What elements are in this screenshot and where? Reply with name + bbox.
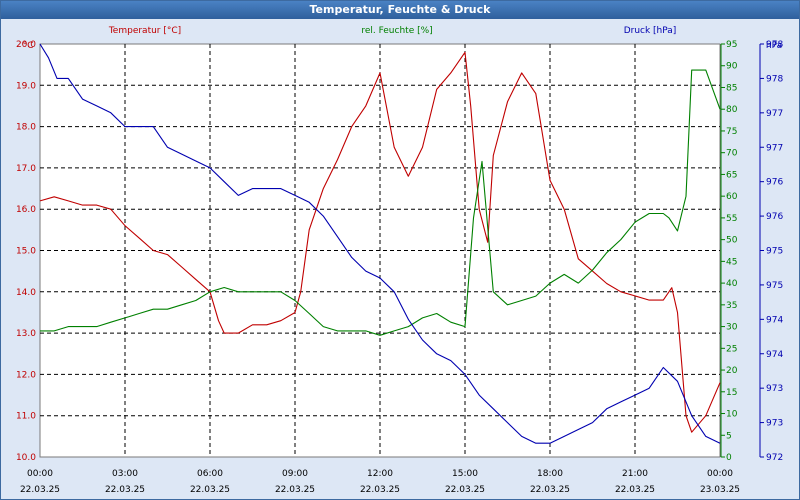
humidity-axis-title: rel. Feuchte [%] <box>361 26 432 36</box>
temperature-tick-label: 13.0 <box>16 329 36 339</box>
pressure-axis-title: Druck [hPa] <box>624 26 677 36</box>
pressure-tick-label: 974 <box>766 315 783 325</box>
x-tick-time: 00:00 <box>707 469 733 479</box>
pressure-tick-label: 976 <box>766 178 783 188</box>
humidity-tick-label: 60 <box>726 192 738 202</box>
temperature-tick-label: 11.0 <box>16 412 36 422</box>
pressure-tick-label: 975 <box>766 281 783 291</box>
pressure-tick-label: 978 <box>766 74 783 84</box>
pressure-tick-label: 972 <box>766 453 783 463</box>
x-tick-date: 22.03.25 <box>105 485 145 495</box>
temperature-tick-label: 20.0 <box>16 40 36 50</box>
humidity-tick-label: 30 <box>726 323 738 333</box>
temperature-tick-label: 10.0 <box>16 453 36 463</box>
grid <box>40 44 720 457</box>
temperature-tick-label: 14.0 <box>16 288 36 298</box>
x-tick-time: 15:00 <box>452 469 478 479</box>
x-tick-time: 12:00 <box>367 469 393 479</box>
humidity-tick-label: 20 <box>726 366 738 376</box>
temperature-tick-label: 16.0 <box>16 205 36 215</box>
temperature-tick-label: 12.0 <box>16 370 36 380</box>
pressure-tick-label: 973 <box>766 384 783 394</box>
x-axis: 00:00 22.03.25 03:00 22.03.25 06:00 22.03.25 0… <box>20 469 740 495</box>
humidity-tick-label: 90 <box>726 62 738 72</box>
humidity-tick-label: 70 <box>726 149 738 159</box>
x-tick-date: 22.03.25 <box>445 485 485 495</box>
humidity-tick-label: 85 <box>726 83 737 93</box>
temperature-axis-title: Temperatur [°C] <box>108 26 181 36</box>
x-tick-time: 00:00 <box>27 469 53 479</box>
x-tick-date: 22.03.25 <box>20 485 60 495</box>
pressure-series-line <box>39 43 721 444</box>
x-tick-date: 22.03.25 <box>360 485 400 495</box>
pressure-unit-label: hPa <box>766 41 782 51</box>
window-title: Temperatur, Feuchte & Druck <box>1 1 799 19</box>
x-tick-time: 21:00 <box>622 469 648 479</box>
humidity-tick-label: 55 <box>726 214 737 224</box>
temperature-axis: 10.0 11.0 12.0 13.0 14.0 15.0 16.0 17.0 18.0 19.0… <box>16 40 36 463</box>
x-tick-time: 09:00 <box>282 469 308 479</box>
humidity-tick-label: 50 <box>726 236 738 246</box>
x-tick-date: 22.03.25 <box>275 485 315 495</box>
pressure-tick-label: 977 <box>766 109 783 119</box>
series-layer <box>39 43 721 444</box>
temperature-tick-label: 18.0 <box>16 123 36 133</box>
humidity-axis: 0 5 10 15 20 25 30 35 40 45 50 55 60 65 70 75 80 85 90 95 <box>720 40 738 463</box>
humidity-tick-label: 5 <box>726 431 732 441</box>
x-tick-time: 03:00 <box>112 469 138 479</box>
humidity-tick-label: 75 <box>726 127 737 137</box>
humidity-tick-label: 45 <box>726 257 737 267</box>
humidity-tick-label: 10 <box>726 410 738 420</box>
humidity-series-line <box>40 69 721 336</box>
temperature-tick-label: 15.0 <box>16 247 36 257</box>
pressure-tick-label: 974 <box>766 350 783 360</box>
pressure-tick-label: 975 <box>766 247 783 257</box>
pressure-axis: 972 973 973 974 974 975 975 976 976 977 977 978 978 <box>759 40 783 463</box>
x-tick-date: 23.03.25 <box>700 485 740 495</box>
temperature-tick-label: 19.0 <box>16 81 36 91</box>
humidity-tick-label: 15 <box>726 388 737 398</box>
humidity-tick-label: 25 <box>726 344 737 354</box>
humidity-tick-label: 95 <box>726 40 737 50</box>
humidity-tick-label: 40 <box>726 279 738 289</box>
humidity-tick-label: 35 <box>726 301 737 311</box>
pressure-tick-label: 977 <box>766 143 783 153</box>
x-tick-date: 22.03.25 <box>615 485 655 495</box>
x-tick-time: 06:00 <box>197 469 223 479</box>
humidity-tick-label: 65 <box>726 170 737 180</box>
x-tick-date: 22.03.25 <box>530 485 570 495</box>
temperature-tick-label: 17.0 <box>16 164 36 174</box>
x-tick-date: 22.03.25 <box>190 485 230 495</box>
humidity-tick-label: 80 <box>726 105 738 115</box>
pressure-tick-label: 976 <box>766 212 783 222</box>
humidity-tick-label: 0 <box>726 453 732 463</box>
pressure-tick-label: 978 <box>766 40 783 50</box>
x-tick-time: 18:00 <box>537 469 563 479</box>
pressure-tick-label: 973 <box>766 419 783 429</box>
temperature-unit-label: °C <box>23 41 34 51</box>
temperature-series-line <box>39 51 721 433</box>
